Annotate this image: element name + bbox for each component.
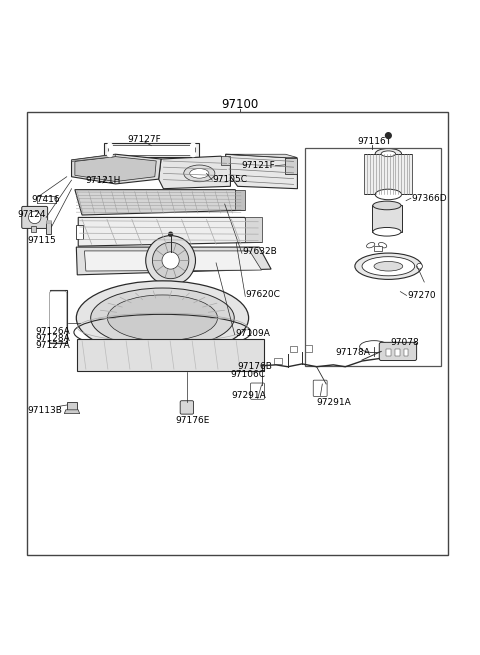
Circle shape: [108, 152, 112, 157]
Circle shape: [168, 233, 172, 236]
FancyBboxPatch shape: [379, 343, 417, 360]
Polygon shape: [104, 143, 199, 157]
Text: 97127A: 97127A: [36, 341, 71, 350]
Circle shape: [28, 211, 41, 223]
Polygon shape: [49, 290, 67, 343]
Ellipse shape: [381, 151, 396, 157]
Text: 97291A: 97291A: [232, 392, 266, 400]
Bar: [31, 226, 36, 232]
Ellipse shape: [91, 288, 234, 348]
Circle shape: [108, 143, 112, 148]
FancyBboxPatch shape: [22, 206, 48, 229]
Text: 97115: 97115: [27, 236, 56, 245]
Ellipse shape: [362, 257, 415, 276]
Bar: [372, 206, 402, 232]
Text: 97270: 97270: [408, 291, 436, 300]
Ellipse shape: [76, 281, 249, 355]
Ellipse shape: [373, 227, 401, 236]
Polygon shape: [226, 154, 298, 158]
Bar: [46, 221, 51, 234]
Circle shape: [162, 252, 179, 269]
Polygon shape: [72, 154, 116, 161]
FancyBboxPatch shape: [251, 383, 264, 400]
Polygon shape: [245, 217, 262, 242]
Text: 97121H: 97121H: [85, 176, 120, 185]
Circle shape: [153, 242, 189, 278]
Ellipse shape: [379, 242, 387, 248]
Ellipse shape: [375, 189, 402, 200]
Circle shape: [385, 133, 391, 138]
Circle shape: [191, 152, 195, 157]
Bar: [275, 358, 282, 364]
Bar: [386, 348, 391, 356]
FancyBboxPatch shape: [180, 401, 193, 414]
Bar: [305, 345, 312, 352]
Polygon shape: [75, 157, 156, 181]
Text: 97116: 97116: [357, 138, 386, 146]
Polygon shape: [84, 251, 262, 271]
Ellipse shape: [360, 341, 388, 352]
Bar: [364, 154, 412, 195]
Bar: [76, 225, 83, 239]
Text: 97124: 97124: [18, 210, 46, 219]
Text: 97366D: 97366D: [411, 194, 447, 203]
Polygon shape: [235, 190, 245, 210]
Bar: [27, 112, 448, 555]
Ellipse shape: [190, 168, 209, 178]
Polygon shape: [72, 154, 161, 184]
Polygon shape: [158, 156, 230, 189]
FancyBboxPatch shape: [313, 380, 327, 396]
Circle shape: [146, 236, 195, 286]
Ellipse shape: [375, 149, 402, 159]
Bar: [253, 225, 260, 239]
Polygon shape: [108, 145, 194, 155]
Text: 97176E: 97176E: [175, 416, 209, 425]
FancyBboxPatch shape: [49, 291, 67, 343]
Text: 97632B: 97632B: [242, 248, 277, 256]
Ellipse shape: [355, 253, 422, 280]
Bar: [46, 220, 51, 223]
Bar: [404, 348, 408, 356]
Text: 97100: 97100: [221, 98, 259, 111]
Text: 97121F: 97121F: [241, 161, 275, 170]
Text: 97109A: 97109A: [235, 329, 270, 338]
Text: 97176B: 97176B: [238, 362, 273, 371]
Bar: [305, 148, 441, 365]
Text: 97291A: 97291A: [317, 398, 351, 407]
Polygon shape: [77, 339, 264, 371]
Ellipse shape: [367, 242, 375, 248]
Polygon shape: [286, 158, 298, 174]
Polygon shape: [78, 217, 262, 246]
Text: 97113B: 97113B: [27, 406, 62, 415]
Bar: [67, 402, 77, 410]
Polygon shape: [226, 154, 298, 189]
Circle shape: [417, 263, 422, 269]
Ellipse shape: [108, 295, 217, 341]
Text: 97078: 97078: [391, 339, 420, 347]
Text: 97106C: 97106C: [230, 370, 265, 379]
Ellipse shape: [374, 261, 403, 271]
Text: 97178A: 97178A: [336, 348, 371, 358]
Bar: [290, 346, 298, 352]
Polygon shape: [75, 190, 245, 215]
Text: 97126A: 97126A: [36, 327, 71, 336]
Polygon shape: [221, 156, 230, 165]
Circle shape: [191, 143, 195, 148]
Ellipse shape: [184, 165, 215, 182]
Text: 97105C: 97105C: [213, 175, 248, 183]
Bar: [395, 348, 400, 356]
Polygon shape: [64, 410, 80, 414]
Text: 97127F: 97127F: [127, 135, 161, 144]
Text: 97416: 97416: [32, 195, 60, 204]
Ellipse shape: [373, 201, 401, 210]
Text: 97128A: 97128A: [36, 334, 71, 343]
Text: 97620C: 97620C: [246, 290, 281, 299]
Bar: [374, 246, 382, 251]
Polygon shape: [76, 247, 271, 275]
